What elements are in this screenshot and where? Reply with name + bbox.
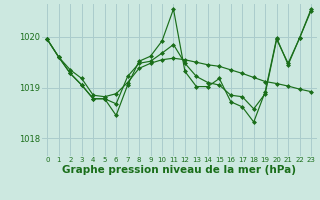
X-axis label: Graphe pression niveau de la mer (hPa): Graphe pression niveau de la mer (hPa): [62, 165, 296, 175]
